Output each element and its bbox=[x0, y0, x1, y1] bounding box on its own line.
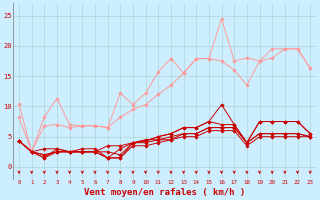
X-axis label: Vent moyen/en rafales ( km/h ): Vent moyen/en rafales ( km/h ) bbox=[84, 188, 245, 197]
